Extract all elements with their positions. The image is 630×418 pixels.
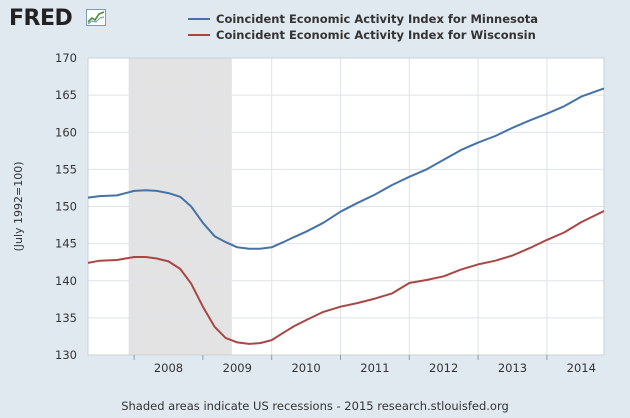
footer-note: Shaded areas indicate US recessions - 20… xyxy=(121,399,509,413)
plot-border xyxy=(87,57,605,356)
chart-line-icon xyxy=(86,9,106,26)
y-tick-label-130: 130 xyxy=(55,348,77,362)
legend-item-minnesota: Coincident Economic Activity Index for M… xyxy=(188,11,538,27)
y-axis-ticks: 130 135 140 145 150 155 160 165 170 xyxy=(55,51,77,362)
y-axis-label: (July 1992=100) xyxy=(12,161,25,251)
x-tick-label-2011: 2011 xyxy=(360,361,389,375)
legend-swatch-minnesota xyxy=(188,18,210,20)
y-tick-label-160: 160 xyxy=(55,125,77,139)
y-tick-label-145: 145 xyxy=(55,237,77,251)
y-tick-label-165: 165 xyxy=(55,88,77,102)
y-tick-label-170: 170 xyxy=(55,51,77,65)
series-line-wisconsin xyxy=(87,210,605,345)
x-tick-label-2012: 2012 xyxy=(429,361,458,375)
y-tick-label-150: 150 xyxy=(55,200,77,214)
x-tick-label-2013: 2013 xyxy=(498,361,527,375)
chart-legend: Coincident Economic Activity Index for M… xyxy=(188,11,538,43)
y-tick-label-140: 140 xyxy=(55,274,77,288)
series-lines xyxy=(87,87,605,345)
series-line-minnesota xyxy=(87,87,605,250)
fred-logo: FRED xyxy=(9,6,73,31)
x-tick-label-2010: 2010 xyxy=(291,361,320,375)
x-tick-label-2009: 2009 xyxy=(223,361,252,375)
y-tick-label-135: 135 xyxy=(55,311,77,325)
legend-label-wisconsin: Coincident Economic Activity Index for W… xyxy=(216,28,536,42)
legend-swatch-wisconsin xyxy=(188,34,210,36)
x-axis-ticks: 2008 2009 2010 2011 2012 2013 2014 xyxy=(133,355,596,375)
legend-item-wisconsin: Coincident Economic Activity Index for W… xyxy=(188,27,538,43)
y-tick-label-155: 155 xyxy=(55,162,77,176)
legend-label-minnesota: Coincident Economic Activity Index for M… xyxy=(216,12,539,26)
x-tick-label-2014: 2014 xyxy=(567,361,596,375)
x-tick-label-2008: 2008 xyxy=(154,361,183,375)
